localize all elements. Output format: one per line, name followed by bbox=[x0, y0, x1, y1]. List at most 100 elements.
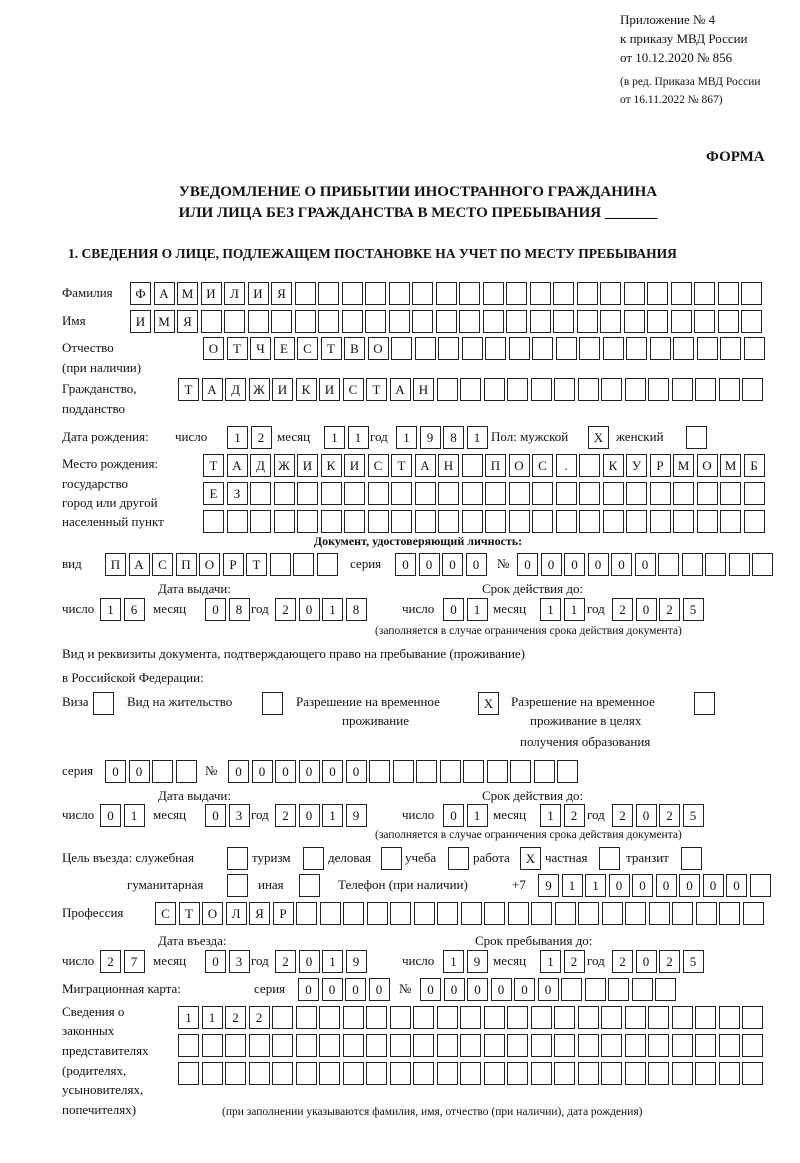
char-box[interactable] bbox=[600, 282, 621, 305]
char-box[interactable]: 5 bbox=[682, 804, 704, 827]
char-box[interactable]: 1 bbox=[178, 1006, 199, 1029]
char-box[interactable] bbox=[718, 1034, 740, 1057]
char-box[interactable] bbox=[584, 978, 606, 1001]
char-box[interactable] bbox=[178, 1034, 199, 1057]
char-box[interactable] bbox=[718, 1006, 740, 1029]
char-box[interactable]: 0 bbox=[298, 804, 320, 827]
char-box[interactable] bbox=[435, 310, 457, 333]
char-box[interactable] bbox=[600, 310, 621, 333]
char-box[interactable]: 0 bbox=[205, 804, 226, 827]
checkbox[interactable] bbox=[227, 847, 248, 870]
char-box[interactable] bbox=[413, 1062, 434, 1085]
char-box[interactable]: . bbox=[555, 454, 577, 477]
char-box[interactable] bbox=[601, 378, 622, 401]
char-box[interactable]: Т bbox=[226, 337, 248, 360]
char-box[interactable]: 0 bbox=[611, 553, 632, 576]
char-box[interactable]: 0 bbox=[702, 874, 724, 897]
char-box[interactable] bbox=[272, 1006, 293, 1029]
char-box[interactable] bbox=[295, 1062, 317, 1085]
char-box[interactable]: 9 bbox=[466, 950, 488, 973]
char-box[interactable]: Ж bbox=[248, 378, 270, 401]
char-box[interactable] bbox=[601, 1006, 622, 1029]
char-box[interactable] bbox=[507, 1006, 528, 1029]
char-box[interactable]: 0 bbox=[655, 874, 677, 897]
char-box[interactable]: Д bbox=[225, 378, 246, 401]
char-box[interactable] bbox=[439, 760, 461, 783]
char-box[interactable] bbox=[250, 510, 271, 533]
char-box[interactable] bbox=[742, 1034, 763, 1057]
char-box[interactable]: Т bbox=[203, 454, 224, 477]
char-box[interactable]: Р bbox=[272, 902, 294, 925]
char-box[interactable] bbox=[728, 553, 750, 576]
char-box[interactable] bbox=[459, 310, 480, 333]
char-box[interactable]: 2 bbox=[275, 598, 296, 621]
char-box[interactable]: 0 bbox=[298, 598, 320, 621]
char-box[interactable] bbox=[743, 510, 765, 533]
char-box[interactable] bbox=[577, 378, 599, 401]
checkbox[interactable]: X bbox=[588, 426, 609, 449]
checkbox[interactable] bbox=[694, 692, 715, 715]
char-box[interactable]: С bbox=[152, 553, 173, 576]
char-box[interactable]: 0 bbox=[726, 874, 747, 897]
char-box[interactable]: 0 bbox=[635, 804, 657, 827]
char-box[interactable] bbox=[742, 1062, 763, 1085]
char-box[interactable] bbox=[506, 282, 527, 305]
char-box[interactable] bbox=[414, 510, 436, 533]
char-box[interactable]: М bbox=[720, 454, 741, 477]
char-box[interactable] bbox=[483, 378, 505, 401]
char-box[interactable] bbox=[483, 1062, 505, 1085]
char-box[interactable]: 0 bbox=[128, 760, 150, 783]
char-box[interactable] bbox=[554, 902, 576, 925]
char-box[interactable] bbox=[436, 1062, 458, 1085]
char-box[interactable] bbox=[390, 902, 411, 925]
char-box[interactable] bbox=[507, 902, 529, 925]
char-box[interactable] bbox=[624, 1006, 646, 1029]
char-box[interactable] bbox=[344, 482, 365, 505]
char-box[interactable]: 0 bbox=[298, 978, 319, 1001]
char-box[interactable] bbox=[294, 310, 316, 333]
char-box[interactable] bbox=[389, 1062, 411, 1085]
char-box[interactable] bbox=[648, 1006, 669, 1029]
char-box[interactable] bbox=[369, 760, 390, 783]
char-box[interactable]: 2 bbox=[659, 804, 680, 827]
char-box[interactable] bbox=[741, 310, 762, 333]
char-box[interactable] bbox=[436, 1006, 458, 1029]
char-box[interactable] bbox=[250, 482, 271, 505]
char-box[interactable]: 0 bbox=[540, 553, 562, 576]
char-box[interactable] bbox=[224, 310, 245, 333]
char-box[interactable] bbox=[705, 553, 726, 576]
char-box[interactable] bbox=[671, 1062, 693, 1085]
char-box[interactable] bbox=[367, 482, 389, 505]
char-box[interactable] bbox=[694, 310, 715, 333]
char-box[interactable] bbox=[673, 482, 694, 505]
char-box[interactable]: М bbox=[673, 454, 694, 477]
char-box[interactable] bbox=[696, 510, 718, 533]
char-box[interactable] bbox=[413, 1034, 434, 1057]
char-box[interactable]: 1 bbox=[123, 804, 145, 827]
char-box[interactable]: 1 bbox=[540, 950, 561, 973]
char-box[interactable]: 0 bbox=[321, 978, 343, 1001]
char-box[interactable] bbox=[152, 760, 173, 783]
char-box[interactable]: И bbox=[130, 310, 151, 333]
char-box[interactable] bbox=[626, 510, 647, 533]
char-box[interactable] bbox=[752, 553, 773, 576]
char-box[interactable] bbox=[530, 378, 552, 401]
char-box[interactable]: У bbox=[626, 454, 647, 477]
checkbox[interactable] bbox=[381, 847, 402, 870]
char-box[interactable]: 0 bbox=[587, 553, 609, 576]
char-box[interactable] bbox=[741, 282, 762, 305]
char-box[interactable] bbox=[602, 510, 624, 533]
char-box[interactable] bbox=[365, 310, 386, 333]
char-box[interactable]: 8 bbox=[443, 426, 464, 449]
char-box[interactable]: 0 bbox=[514, 978, 535, 1001]
char-box[interactable]: 0 bbox=[395, 553, 416, 576]
char-box[interactable] bbox=[530, 1062, 552, 1085]
char-box[interactable]: П bbox=[485, 454, 506, 477]
char-box[interactable]: 7 bbox=[123, 950, 145, 973]
char-box[interactable]: Р bbox=[649, 454, 671, 477]
char-box[interactable]: А bbox=[389, 378, 411, 401]
char-box[interactable] bbox=[366, 1034, 387, 1057]
char-box[interactable] bbox=[631, 978, 653, 1001]
char-box[interactable] bbox=[648, 1062, 669, 1085]
char-box[interactable] bbox=[461, 337, 483, 360]
